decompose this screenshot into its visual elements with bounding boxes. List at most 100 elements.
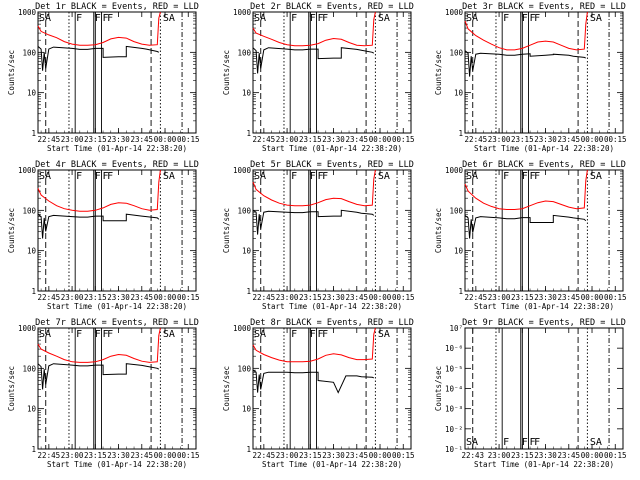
y-tick-label: 10⁻⁶ [445,344,463,353]
flag-label: F [76,13,82,24]
x-tick-label: 22:45 [38,135,61,144]
flag-label: F [310,329,316,340]
y-axis-label: Counts/sec [7,50,16,95]
y-axis-label: Counts/sec [434,366,443,411]
panel-det-5: Det 5r BLACK = Events, RED = LLD 1 10 100 10… [222,160,415,311]
panel-det-4: Det 4r BLACK = Events, RED = LLD 1 10 100 10… [7,160,200,311]
flag-label: F [76,329,82,340]
y-tick-label: 10 [454,247,464,256]
y-tick-label: 100 [22,48,36,57]
x-axis-label: Start Time (01-Apr-14 22:38:20) [262,144,402,153]
x-tick-label: 00:15 [604,293,627,302]
y-tick-label: 10⁻² [445,425,463,434]
y-axis-label: Counts/sec [434,208,443,253]
x-tick-label: 23:30 [534,451,557,460]
x-tick-label: 23:45 [130,135,153,144]
flag-label: SA [39,329,51,340]
y-tick-label: 1 [31,445,36,454]
series-line-red [252,11,376,47]
flag-label: F [107,171,113,182]
y-tick-label: 1 [31,287,36,296]
flag-label: F [107,13,113,24]
y-axis-label: Counts/sec [7,366,16,411]
x-tick-label: 22:45 [38,451,61,460]
x-tick-label: 23:00 [276,451,299,460]
flag-label: F [503,171,509,182]
y-tick-label: 1 [246,129,251,138]
flag-label: F [95,171,101,182]
flag-label: SA [163,171,175,182]
y-tick-label: 10⁻³ [445,405,463,414]
x-tick-label: 23:00 [488,293,511,302]
x-tick-label: 00:00 [369,451,392,460]
x-tick-label: 23:45 [130,293,153,302]
plot-frame [37,327,197,450]
plot-frame [37,169,197,292]
y-tick-label: 1000 [233,166,252,175]
x-tick-label: 00:00 [154,135,177,144]
plot-frame [252,11,412,134]
x-tick-label: 00:15 [392,293,415,302]
flag-label: F [534,437,540,448]
flag-label: F [503,13,509,24]
x-tick-label: 00:00 [369,135,392,144]
x-tick-label: 23:00 [61,451,84,460]
y-tick-label: 100 [22,364,36,373]
flag-label: F [318,171,324,182]
y-tick-label: 1000 [18,8,37,17]
x-tick-label: 23:00 [488,451,511,460]
series-line-black [37,363,160,390]
x-axis-label: Start Time (01-Apr-14 22:38:20) [474,460,614,469]
flag-label: SA [378,171,390,182]
y-tick-label: 1 [246,287,251,296]
flag-label: F [95,329,101,340]
x-tick-label: 22:45 [465,135,488,144]
flag-label: F [318,329,324,340]
flag-label: F [322,329,328,340]
series-line-red [37,11,161,46]
flag-label: SA [466,171,478,182]
x-tick-label: 23:15 [299,135,322,144]
x-tick-label: 00:15 [604,135,627,144]
panel-title: Det 5r BLACK = Events, RED = LLD [250,160,414,170]
y-tick-label: 10⁻¹ [445,445,463,454]
x-tick-label: 23:45 [345,293,368,302]
flag-label: F [291,171,297,182]
flag-label: SA [254,171,266,182]
flag-label: SA [39,13,51,24]
flag-label: F [310,171,316,182]
y-tick-label: 100 [449,48,463,57]
x-tick-label: 22:45 [253,135,276,144]
flag-label: F [534,171,540,182]
x-tick-label: 23:45 [130,451,153,460]
flag-label: F [95,13,101,24]
x-tick-label: 22:45 [38,293,61,302]
plot-frame [252,327,412,450]
flag-label: F [530,171,536,182]
y-tick-label: 1 [31,129,36,138]
series-line-red [37,327,161,363]
x-tick-label: 22:43 [461,451,484,460]
flag-label: SA [466,437,478,448]
flag-label: F [530,437,536,448]
series-line-black [464,50,587,77]
y-tick-label: 1 [458,129,463,138]
x-tick-label: 00:00 [369,293,392,302]
series-line-red [464,169,588,210]
x-axis-label: Start Time (01-Apr-14 22:38:20) [262,302,402,311]
y-tick-label: 10 [242,247,252,256]
x-tick-label: 22:45 [253,451,276,460]
flag-label: F [107,329,113,340]
panel-title: Det 1r BLACK = Events, RED = LLD [35,2,199,12]
flag-label: SA [466,13,478,24]
y-tick-label: 10 [27,405,37,414]
x-tick-label: 00:00 [581,451,604,460]
flag-label: F [322,13,328,24]
series-line-black [252,209,375,235]
panel-det-2: Det 2r BLACK = Events, RED = LLD 1 10 100 10… [222,2,415,153]
x-tick-label: 23:15 [299,451,322,460]
x-tick-label: 23:30 [107,135,130,144]
y-axis-label: Counts/sec [434,50,443,95]
panel-det-9: Det 9r BLACK = Events, RED = LLD 10⁻¹ 10⁻²… [434,318,627,469]
y-axis-label: Counts/sec [222,208,231,253]
